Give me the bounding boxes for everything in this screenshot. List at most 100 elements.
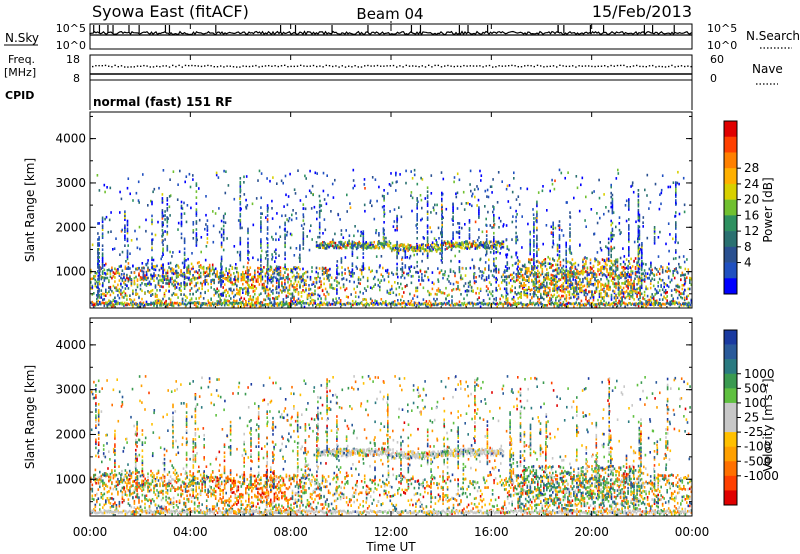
scatter-cell bbox=[573, 289, 575, 293]
nave-label: Nave bbox=[752, 62, 783, 76]
scatter-cell bbox=[523, 284, 525, 287]
scatter-cell bbox=[264, 272, 267, 276]
scatter-cell bbox=[681, 273, 684, 277]
scatter-cell bbox=[346, 210, 348, 213]
scatter-cell bbox=[452, 209, 454, 212]
scatter-cell bbox=[117, 294, 119, 297]
scatter-cell bbox=[493, 259, 495, 263]
scatter-cell bbox=[271, 235, 273, 239]
scatter-cell bbox=[433, 237, 436, 240]
scatter-cell bbox=[598, 290, 601, 293]
scatter-cell bbox=[592, 293, 595, 297]
scatter-cell bbox=[183, 259, 186, 263]
scatter-cell bbox=[151, 262, 153, 266]
scatter-cell bbox=[562, 282, 565, 285]
scatter-cell bbox=[499, 287, 501, 291]
scatter-cell bbox=[237, 289, 240, 293]
nave-point bbox=[143, 64, 145, 67]
scatter-cell bbox=[281, 290, 283, 293]
scatter-cell bbox=[332, 287, 334, 290]
scatter-cell bbox=[638, 233, 641, 237]
scatter-cell bbox=[239, 177, 242, 180]
scatter-cell bbox=[651, 271, 653, 275]
scatter-cell bbox=[154, 268, 157, 272]
scatter-cell bbox=[591, 271, 593, 275]
scatter-cell bbox=[493, 275, 495, 279]
scatter-cell bbox=[472, 304, 474, 307]
scatter-cell bbox=[444, 242, 447, 245]
scatter-cell bbox=[154, 295, 157, 298]
scatter-cell bbox=[427, 289, 429, 293]
nave-point bbox=[501, 65, 503, 67]
scatter-cell bbox=[225, 299, 227, 303]
scatter-cell bbox=[666, 291, 668, 294]
scatter-cell bbox=[520, 296, 522, 299]
scatter-cell bbox=[196, 271, 199, 275]
scatter-cell bbox=[266, 275, 269, 279]
scatter-cell bbox=[386, 271, 389, 274]
scatter-cell bbox=[596, 221, 599, 225]
scatter-cell bbox=[187, 268, 190, 272]
scatter-cell bbox=[219, 297, 221, 300]
scatter-cell bbox=[166, 275, 169, 278]
scatter-cell bbox=[526, 275, 528, 278]
scatter-cell bbox=[210, 286, 212, 289]
scatter-cell bbox=[371, 176, 374, 179]
scatter-cell bbox=[469, 266, 472, 270]
scatter-cell bbox=[639, 291, 641, 295]
scatter-cell bbox=[224, 191, 227, 195]
scatter-cell bbox=[597, 268, 599, 271]
scatter-cell bbox=[547, 255, 549, 259]
nave-point bbox=[405, 64, 407, 67]
scatter-cell bbox=[202, 265, 205, 269]
scatter-cell bbox=[266, 279, 269, 283]
scatter-cell bbox=[136, 305, 139, 309]
scatter-cell bbox=[127, 177, 130, 180]
scatter-cell bbox=[177, 275, 179, 278]
scatter-cell bbox=[653, 240, 656, 243]
scatter-cell bbox=[98, 222, 100, 225]
scatter-cell bbox=[285, 268, 288, 271]
scatter-cell bbox=[590, 208, 593, 211]
scatter-cell bbox=[537, 286, 539, 290]
scatter-cell bbox=[313, 205, 316, 209]
scatter-cell bbox=[126, 267, 128, 270]
scatter-cell bbox=[446, 247, 448, 250]
scatter-cell bbox=[534, 277, 536, 281]
scatter-cell bbox=[640, 286, 643, 290]
scatter-cell bbox=[669, 269, 671, 273]
scatter-cell bbox=[138, 201, 140, 204]
scatter-cell bbox=[161, 193, 164, 196]
scatter-cell bbox=[168, 285, 170, 288]
scatter-cell bbox=[239, 214, 242, 218]
scatter-cell bbox=[431, 281, 434, 284]
scatter-cell bbox=[648, 267, 651, 271]
nave-point bbox=[504, 65, 507, 67]
scatter-cell bbox=[362, 246, 365, 249]
scatter-cell bbox=[386, 268, 389, 272]
scatter-cell bbox=[127, 244, 129, 247]
scatter-cell bbox=[615, 282, 617, 285]
scatter-cell bbox=[631, 270, 634, 273]
scatter-cell bbox=[627, 275, 629, 278]
scatter-cell bbox=[541, 283, 544, 286]
scatter-cell bbox=[689, 305, 691, 308]
scatter-cell bbox=[452, 242, 455, 245]
scatter-cell bbox=[258, 305, 261, 308]
scatter-cell bbox=[219, 275, 221, 278]
scatter-cell bbox=[168, 205, 171, 209]
scatter-cell bbox=[493, 225, 495, 229]
scatter-cell bbox=[371, 204, 373, 208]
scatter-cell bbox=[368, 246, 370, 249]
scatter-cell bbox=[521, 264, 524, 267]
scatter-cell bbox=[195, 222, 198, 225]
scatter-cell bbox=[550, 293, 553, 297]
scatter-cell bbox=[351, 272, 354, 275]
scatter-cell bbox=[619, 290, 622, 294]
scatter-cell bbox=[488, 274, 490, 278]
scatter-cell bbox=[368, 244, 370, 247]
scatter-cell bbox=[258, 293, 261, 297]
scatter-cell bbox=[416, 295, 419, 299]
scatter-cell bbox=[445, 286, 447, 290]
scatter-cell bbox=[452, 270, 455, 273]
